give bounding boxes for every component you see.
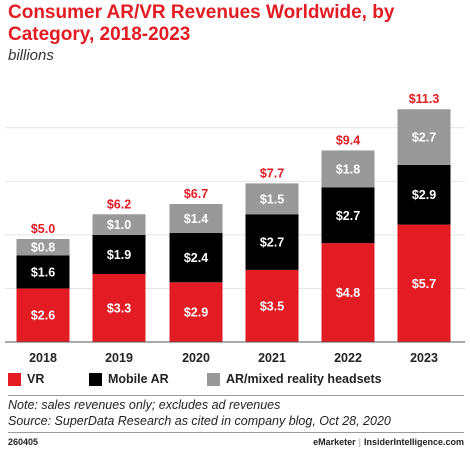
bar-segment-vr: [321, 243, 375, 342]
data-label: $1.5: [260, 192, 284, 206]
x-tick-label: 2020: [182, 351, 210, 365]
brand-insider-intelligence: InsiderIntelligence.com: [363, 437, 464, 447]
bar-segment-mobile-ar: [245, 214, 299, 270]
x-tick-label: 2019: [105, 351, 133, 365]
bar-segment-mobile-ar: [16, 255, 70, 289]
total-label: $11.3: [409, 92, 440, 106]
legend-swatch-headsets: [207, 372, 220, 386]
total-label: $6.7: [184, 187, 208, 201]
bar-segment-vr: [16, 288, 70, 342]
data-label: $2.9: [184, 306, 208, 320]
bar-segment-ar-mixed-reality-headsets: [321, 150, 375, 188]
data-label: $2.6: [31, 309, 55, 323]
chart-subtitle: billions: [8, 47, 54, 64]
data-label: $1.9: [107, 248, 131, 262]
legend-swatch-mobile-ar: [89, 372, 102, 386]
data-label: $2.9: [412, 188, 436, 202]
legend-swatch-vr: [8, 372, 21, 386]
x-tick-label: 2018: [29, 351, 57, 365]
bar-segment-vr: [245, 269, 299, 342]
data-label: $3.3: [107, 302, 131, 316]
legend-item-mobile-ar: Mobile AR: [89, 372, 169, 386]
chart-title: Consumer AR/VR Revenues Worldwide, by Ca…: [8, 2, 395, 45]
data-label: $2.7: [336, 209, 360, 223]
data-label: $4.8: [336, 286, 360, 300]
data-label: $3.5: [260, 299, 284, 313]
bar-segment-ar-mixed-reality-headsets: [16, 239, 70, 256]
bar-segment-vr: [92, 274, 146, 342]
bar-segment-vr: [397, 224, 451, 342]
total-label: $6.2: [107, 197, 131, 211]
brand-separator: |: [358, 437, 361, 447]
stacked-bar-chart: $2.6 $1.6 $0.8 $5.0 2018 $3.3 $1.9 $1.0 $6.2 2019…: [5, 92, 465, 365]
bar-segment-ar-mixed-reality-headsets: [169, 203, 223, 233]
source-text: Source: SuperData Research as cited in c…: [8, 414, 391, 428]
x-tick-label: 2023: [410, 351, 438, 365]
bar-segment-vr: [169, 282, 223, 342]
total-label: $7.7: [260, 166, 284, 180]
legend-item-headsets: AR/mixed reality headsets: [207, 372, 382, 386]
legend-item-vr: VR: [8, 372, 44, 386]
bar-segment-ar-mixed-reality-headsets: [397, 109, 451, 165]
data-label: $0.8: [31, 241, 55, 255]
footer-brand: eMarketer | InsiderIntelligence.com: [313, 437, 464, 447]
total-label: $5.0: [31, 222, 55, 236]
data-label: $1.0: [107, 218, 131, 232]
legend-label-headsets: AR/mixed reality headsets: [226, 372, 382, 386]
bar-segment-mobile-ar: [321, 187, 375, 244]
legend-label-mobile-ar: Mobile AR: [108, 372, 169, 386]
chart-id: 260405: [8, 437, 39, 447]
bar-segment-ar-mixed-reality-headsets: [92, 214, 146, 235]
bar-segment-mobile-ar: [397, 164, 451, 225]
divider-bottom: [8, 432, 464, 433]
brand-emarketer: eMarketer: [313, 437, 356, 447]
data-label: $5.7: [412, 277, 436, 291]
data-label: $1.6: [31, 265, 55, 279]
x-tick-label: 2022: [334, 351, 362, 365]
divider-top: [8, 395, 464, 396]
bar-segment-ar-mixed-reality-headsets: [245, 183, 299, 215]
total-label: $9.4: [336, 133, 360, 147]
bar-segment-mobile-ar: [92, 234, 146, 275]
data-label: $2.7: [412, 131, 436, 145]
x-tick-label: 2021: [258, 351, 286, 365]
data-label: $2.4: [184, 251, 208, 265]
legend-label-vr: VR: [27, 372, 45, 386]
bar-segment-mobile-ar: [169, 232, 223, 283]
data-label: $1.4: [184, 212, 208, 226]
note-text: Note: sales revenues only; excludes ad r…: [8, 398, 281, 412]
data-label: $2.7: [260, 236, 284, 250]
data-label: $1.8: [336, 162, 360, 176]
